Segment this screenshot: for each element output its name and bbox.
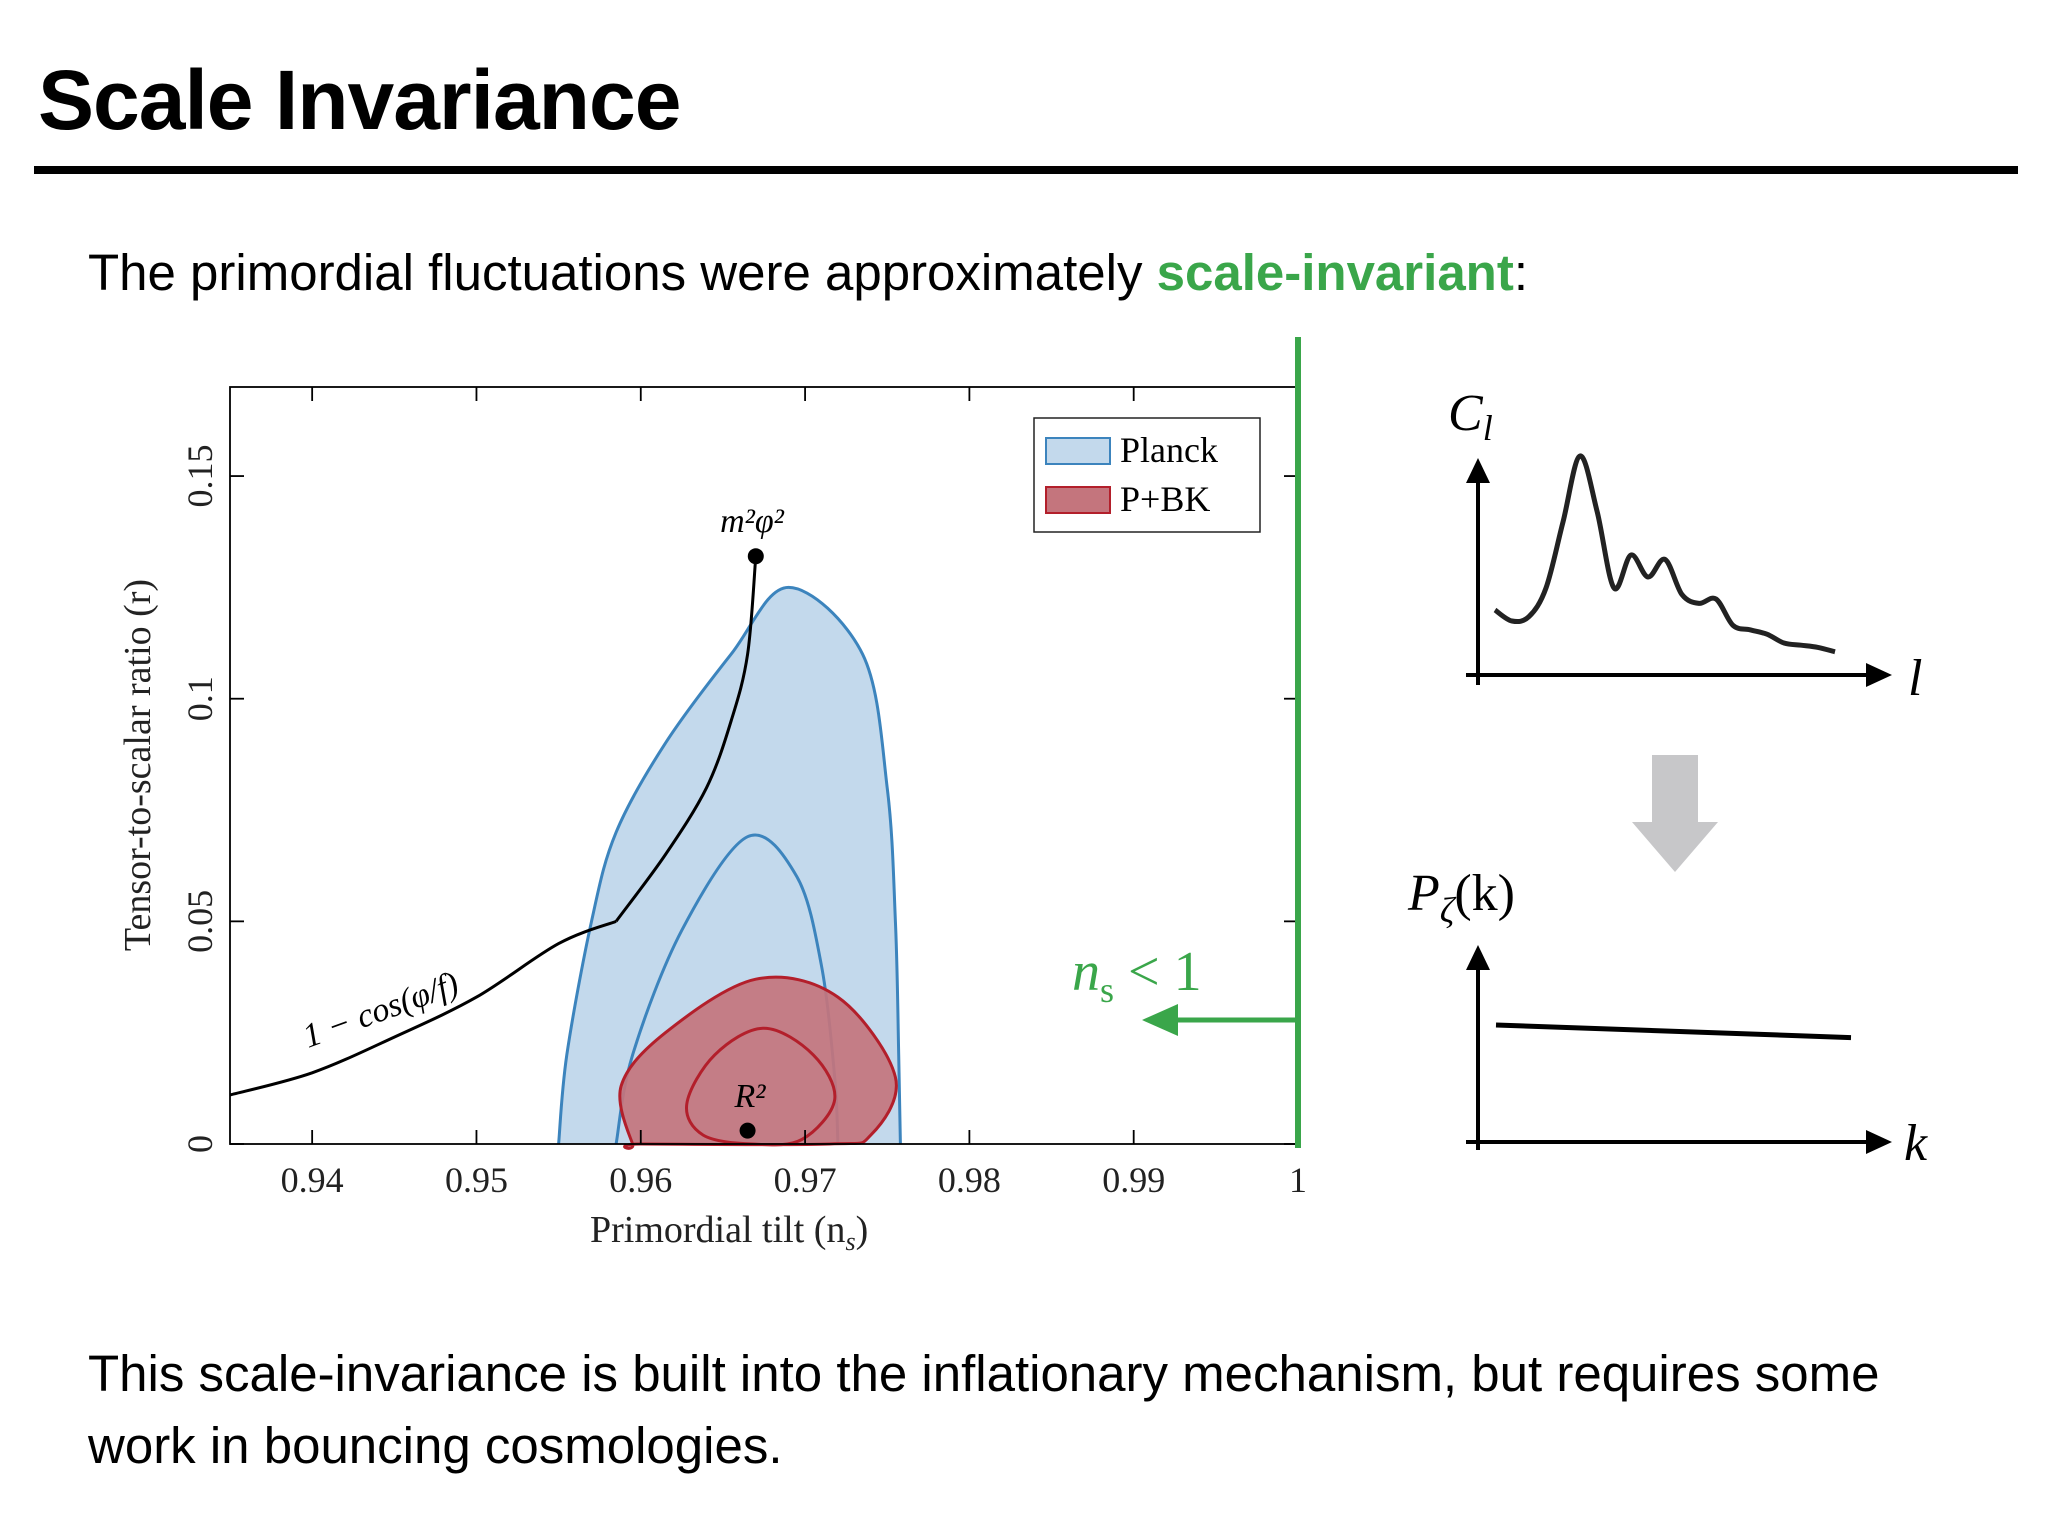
pzeta-curve — [1495, 1022, 1852, 1041]
legend: Planck P+BK — [1033, 417, 1261, 533]
intro-prefix: The primordial fluctuations were approxi… — [88, 244, 1157, 301]
point-m2phi2 — [747, 548, 764, 565]
cl-curve — [1493, 453, 1836, 655]
cl-y-label: Cl — [1448, 385, 1493, 448]
cl-x-arrow — [1866, 663, 1892, 687]
pzeta-plot: Pζ(k) k — [1407, 865, 1928, 1172]
down-arrow — [1632, 755, 1718, 872]
intro-text: The primordial fluctuations were approxi… — [88, 243, 1528, 302]
x-tick-label: 0.98 — [938, 1160, 1001, 1200]
pzeta-x-arrow — [1866, 1130, 1892, 1154]
legend-label-pbk: P+BK — [1120, 479, 1210, 519]
curve-m2phi2 — [614, 556, 758, 923]
y-tick-label: 0.05 — [180, 890, 220, 953]
cl-x-label: l — [1908, 650, 1922, 707]
legend-swatch-planck — [1045, 437, 1111, 465]
legend-label-planck: Planck — [1120, 430, 1218, 470]
ns-arrow-head — [1142, 1004, 1178, 1036]
region-p-bk-68- — [685, 1026, 837, 1147]
point-r2 — [739, 1122, 756, 1139]
pzeta-x-label: k — [1904, 1115, 1928, 1172]
cl-y-arrow — [1466, 458, 1490, 483]
x-tick-label: 0.94 — [281, 1160, 344, 1200]
main-plot: 0.94 0.95 0.96 0.97 0.98 0.99 1 0 0.05 0.1 0.15 P… — [117, 337, 1307, 1256]
title-rule — [34, 166, 2018, 174]
label-r2: R² — [734, 1078, 767, 1115]
legend-swatch-pbk — [1045, 486, 1111, 514]
model-curves — [229, 556, 758, 1097]
ns-less-than-one-label: ns < 1 — [1072, 941, 1202, 1010]
outro-text: This scale-invariance is built into the … — [88, 1345, 1880, 1474]
x-axis-ticks: 0.94 0.95 0.96 0.97 0.98 0.99 1 — [281, 387, 1307, 1200]
x-tick-label: 0.97 — [774, 1160, 837, 1200]
pzeta-y-label: Pζ(k) — [1407, 865, 1515, 930]
model-points — [739, 548, 764, 1139]
x-axis-label: Primordial tilt (ns) — [590, 1209, 868, 1256]
x-tick-label: 1 — [1289, 1160, 1307, 1200]
y-axis-label: Tensor-to-scalar ratio (r) — [117, 579, 159, 951]
x-tick-label: 0.95 — [445, 1160, 508, 1200]
x-tick-label: 0.96 — [609, 1160, 672, 1200]
label-m2phi2: m²φ² — [720, 503, 785, 540]
cl-plot: Cl l — [1448, 385, 1922, 707]
intro-highlight: scale-invariant — [1156, 244, 1514, 301]
y-tick-label: 0.1 — [180, 676, 220, 721]
x-tick-label: 0.99 — [1102, 1160, 1165, 1200]
y-tick-label: 0.15 — [180, 445, 220, 508]
y-axis-ticks: 0 0.05 0.1 0.15 — [180, 445, 1298, 1153]
curve-cos — [229, 919, 617, 1097]
y-tick-label: 0 — [180, 1135, 220, 1153]
contour-regions — [557, 585, 902, 1150]
slide-title: Scale Invariance — [38, 53, 681, 147]
intro-suffix: : — [1513, 244, 1528, 301]
pzeta-y-arrow — [1466, 945, 1490, 970]
